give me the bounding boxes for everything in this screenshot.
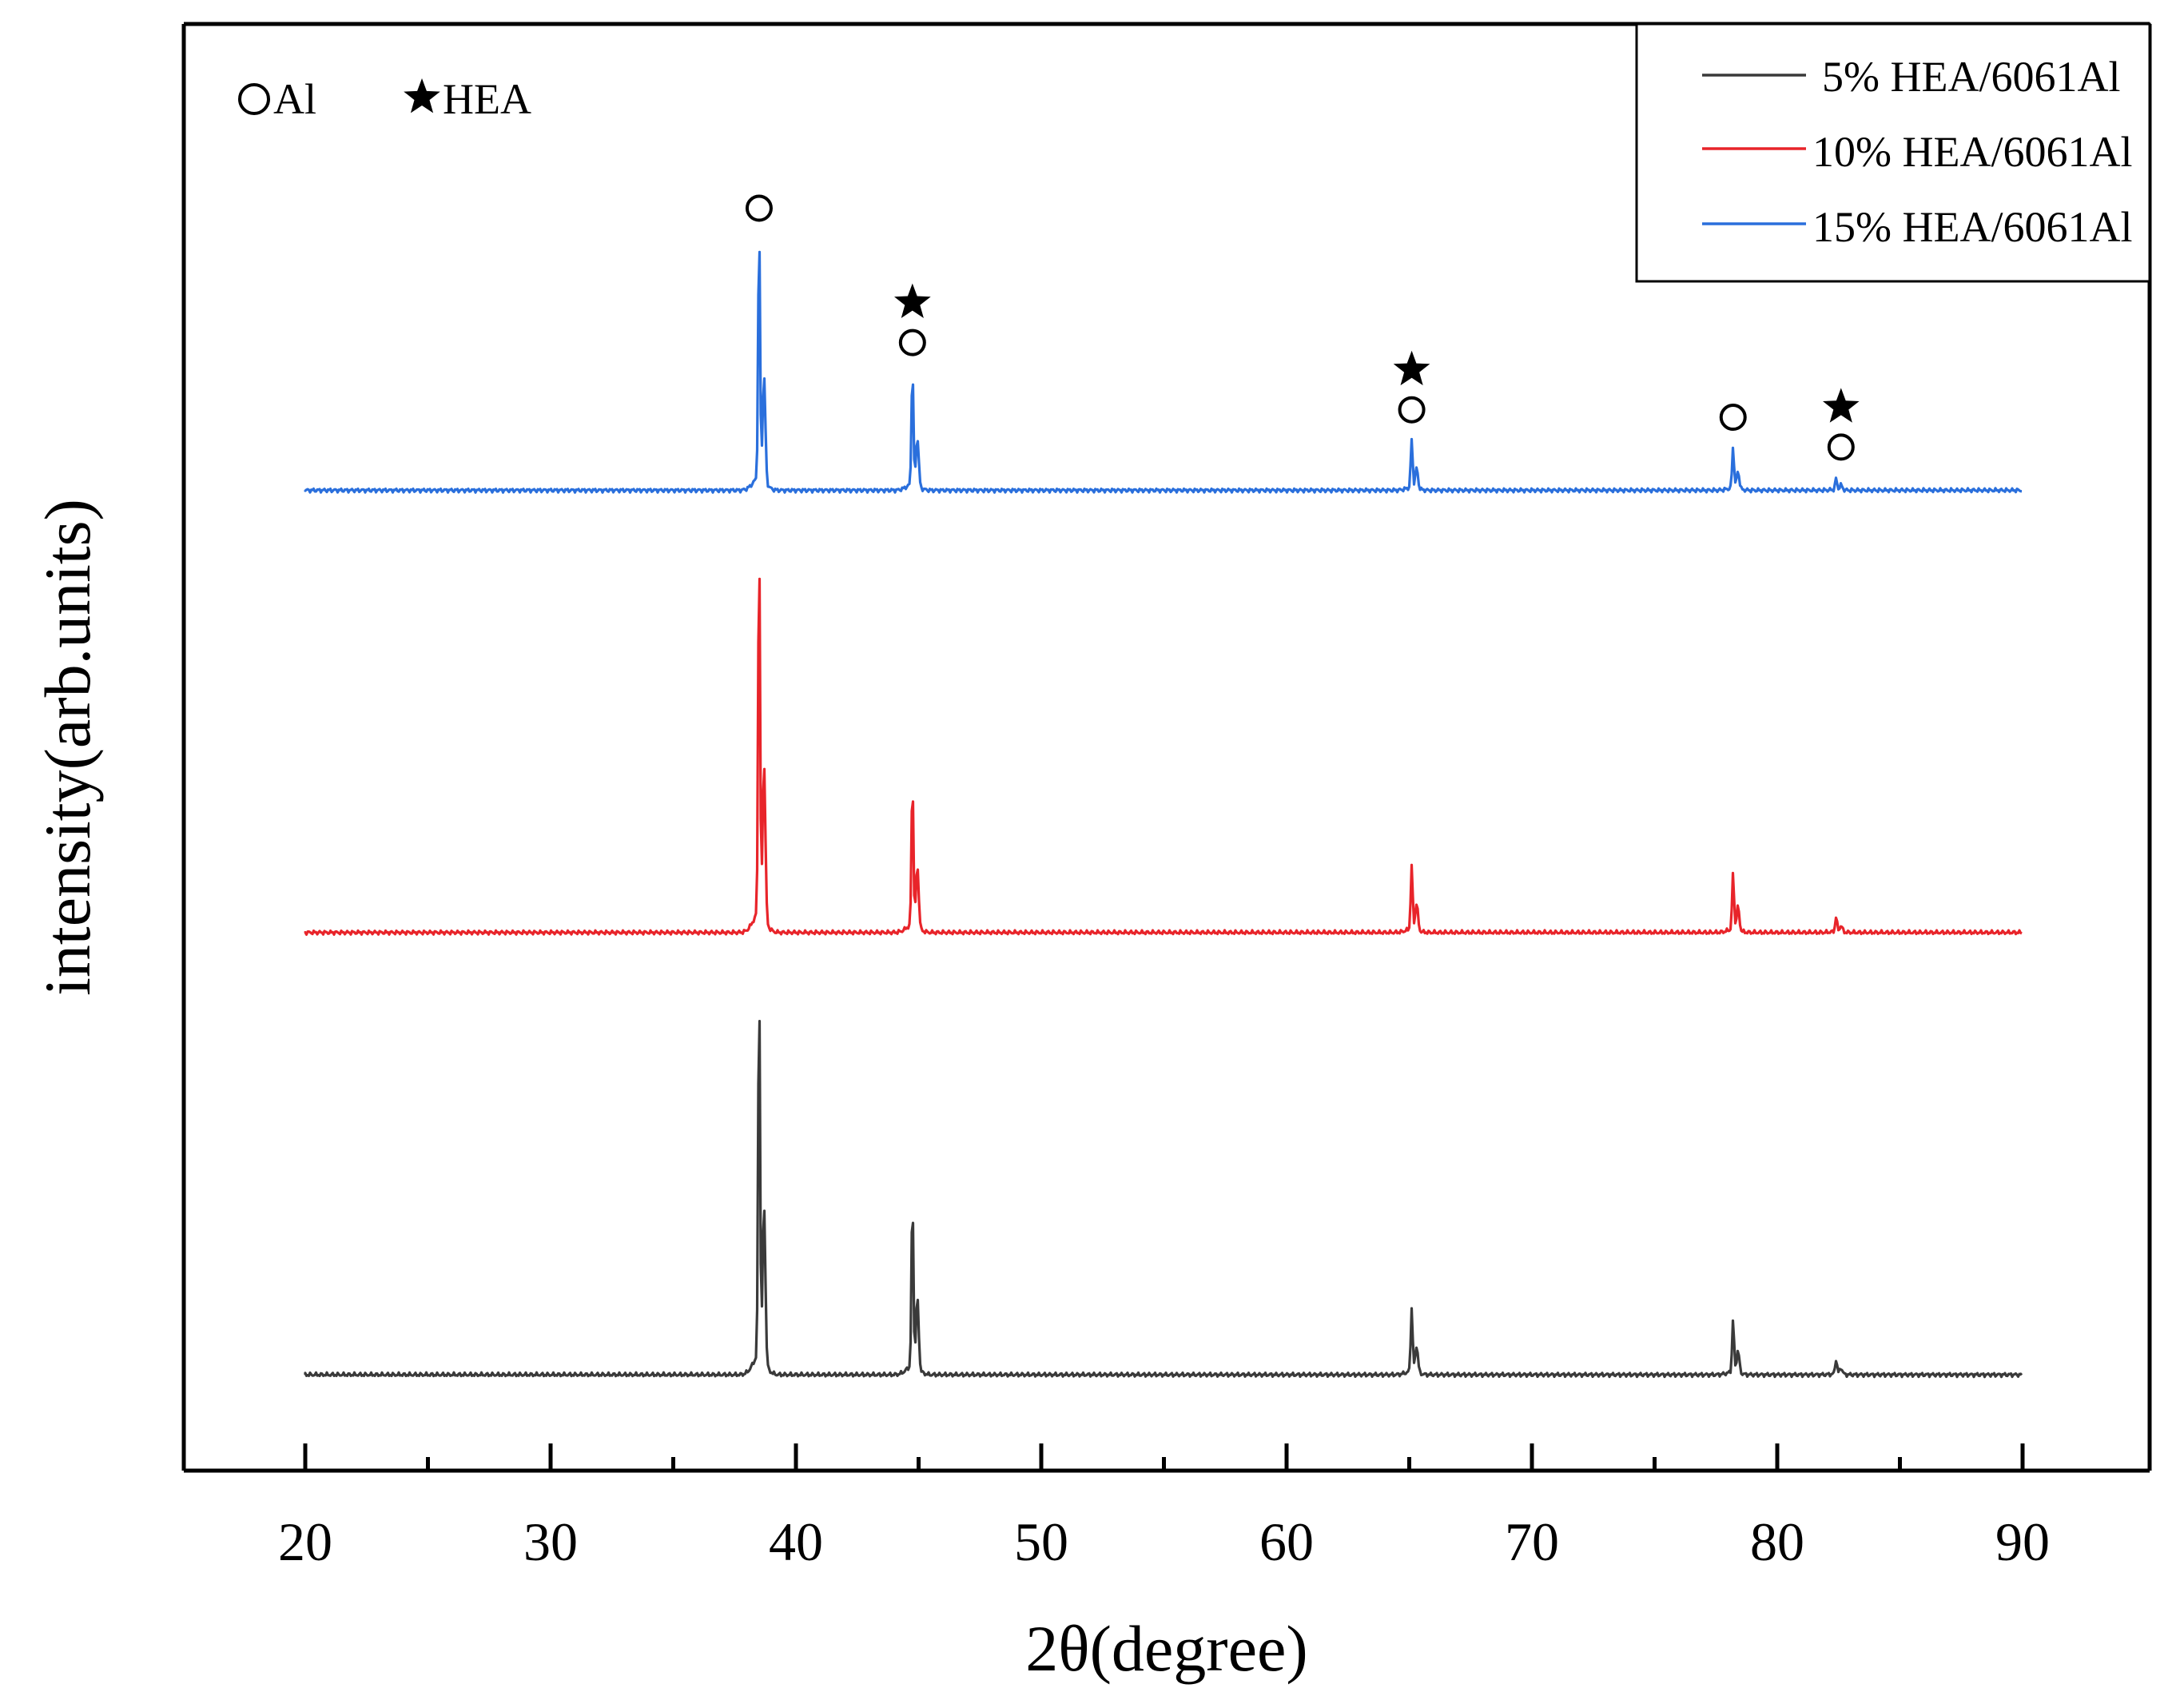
y-axis-title: intensity(arb.units) [31, 499, 104, 996]
x-tick-label: 20 [278, 1511, 332, 1572]
al-peak-marker-icon [1398, 396, 1426, 424]
series-line-2 [304, 577, 2023, 936]
x-tick-label: 90 [1995, 1511, 2050, 1572]
marker-key-circle-icon [238, 83, 270, 115]
legend: 5% HEA/6061Al 10% HEA/6061Al 15% HEA/606… [1635, 22, 2151, 283]
peak-annotations [745, 194, 1860, 461]
al-peak-marker-icon [1719, 404, 1747, 432]
hea-peak-marker-icon [1823, 388, 1860, 423]
al-peak-marker-icon [1827, 433, 1855, 461]
x-axis-tick-labels: 20 30 40 50 60 70 80 90 [278, 1511, 2050, 1572]
x-axis-title: 2θ(degree) [1025, 1612, 1307, 1685]
x-tick-label: 70 [1505, 1511, 1559, 1572]
legend-label-10pct: 10% HEA/6061Al [1812, 128, 2132, 176]
x-tick-label: 80 [1750, 1511, 1804, 1572]
x-axis-ticks [303, 1443, 2025, 1471]
x-tick-label: 50 [1014, 1511, 1068, 1572]
al-peak-marker-icon [898, 328, 926, 356]
legend-label-5pct: 5% HEA/6061Al [1822, 53, 2120, 101]
marker-key-label-hea: HEA [443, 75, 531, 123]
hea-peak-marker-icon [1393, 350, 1430, 386]
legend-label-15pct: 15% HEA/6061Al [1812, 203, 2132, 251]
marker-key: Al HEA [238, 75, 531, 123]
series-line-1 [304, 1020, 2023, 1379]
x-tick-label: 60 [1259, 1511, 1314, 1572]
series-group [304, 250, 2023, 1379]
al-peak-marker-icon [745, 194, 773, 222]
marker-key-label-al: Al [273, 75, 316, 123]
x-tick-label: 40 [769, 1511, 823, 1572]
marker-key-star-icon [404, 78, 440, 113]
series-line-3 [304, 250, 2023, 494]
x-tick-label: 30 [523, 1511, 578, 1572]
legend-box [1635, 22, 2151, 283]
hea-peak-marker-icon [894, 283, 931, 318]
